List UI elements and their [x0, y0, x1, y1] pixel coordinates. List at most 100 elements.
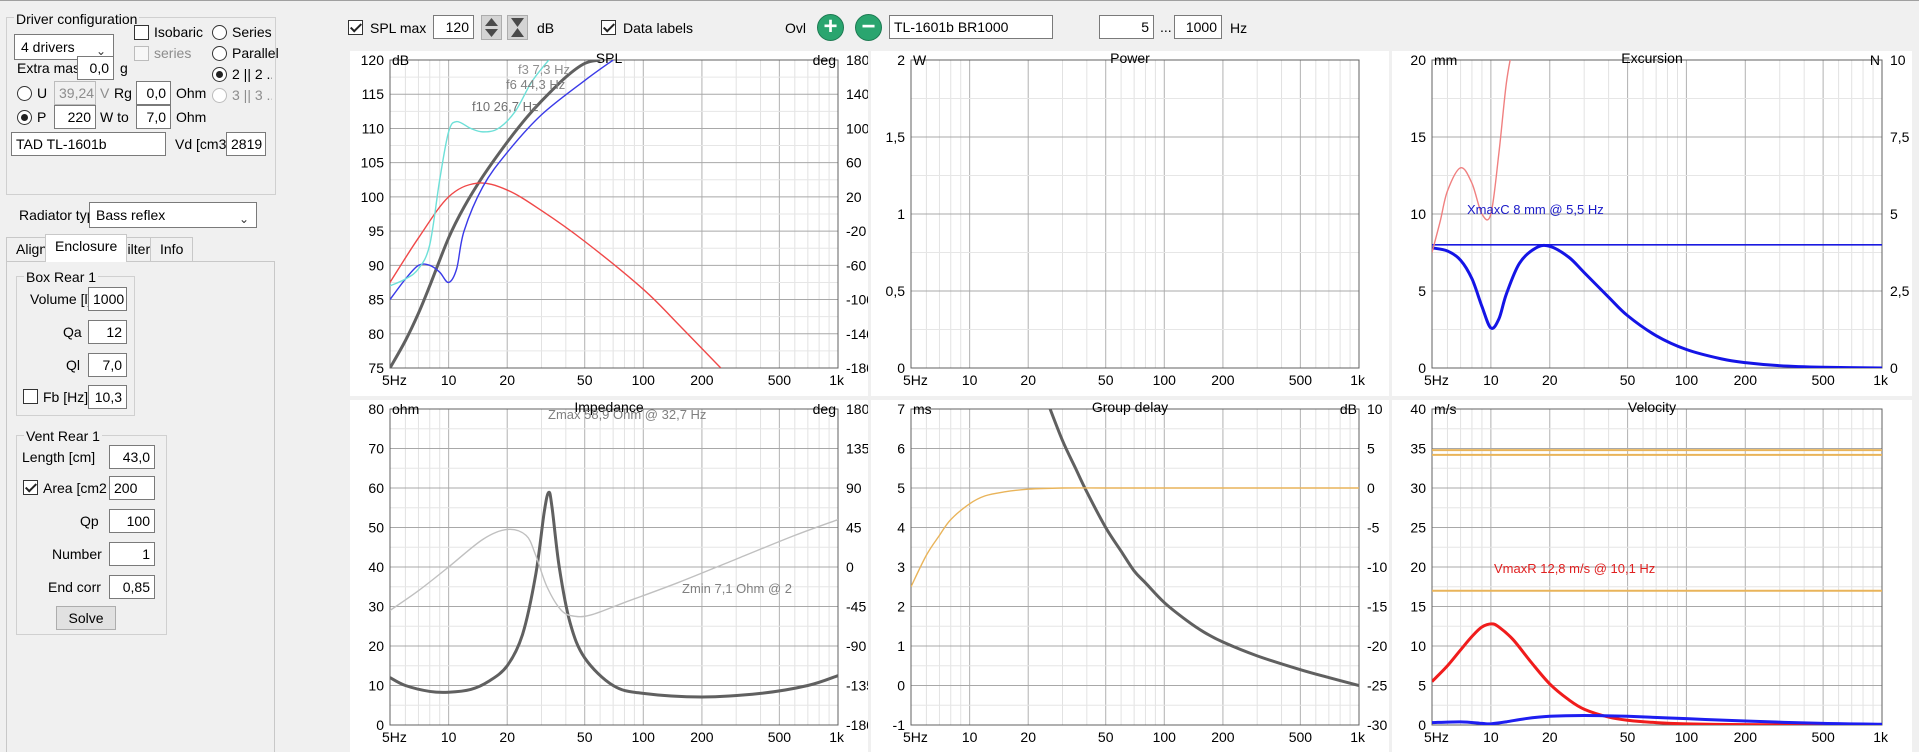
tab-info[interactable]: Info [150, 237, 194, 261]
velocity-x-tick-label: 1k [1873, 729, 1889, 745]
velocity-y-tick-label: 0 [1418, 717, 1426, 733]
impedance-y-unit-label: ohm [392, 401, 419, 417]
solve-button[interactable]: Solve [56, 606, 116, 630]
radiator-type-select[interactable]: Bass reflex ⌄ [89, 202, 257, 228]
impedance-x-tick-label: 10 [441, 729, 457, 745]
number-input[interactable]: 1 [109, 542, 155, 566]
series-small-checkbox[interactable] [134, 46, 149, 61]
group_delay-y-tick-label: 0 [897, 678, 905, 694]
isobaric-checkbox[interactable] [134, 25, 149, 40]
spl-max-checkbox[interactable] [348, 20, 363, 35]
velocity-x-tick-label: 5Hz [1424, 729, 1449, 745]
spl-x-tick-label: 500 [768, 372, 792, 388]
group_delay-x-tick-label: 500 [1289, 729, 1313, 745]
spl-svg: 75 80 85 90 95 100 105 110 115 120 -180 -140 -100 -60… [361, 51, 868, 388]
impedance-x-tick-label: 20 [499, 729, 515, 745]
spl-y2-tick-label: -100 [846, 292, 868, 308]
length-input[interactable]: 43,0 [109, 445, 155, 469]
group_delay-y-unit-label: ms [913, 401, 932, 417]
group_delay-x-tick-label: 10 [962, 729, 978, 745]
spl-spin-button[interactable] [481, 15, 502, 40]
spl-y-tick-label: 85 [368, 292, 384, 308]
excursion-x-tick-label: 200 [1734, 372, 1758, 388]
qp-label: Qp [80, 513, 99, 529]
overlay-name-input[interactable]: TL-1601b BR1000 [889, 15, 1053, 39]
freq-from-input[interactable]: 5 [1099, 15, 1154, 39]
remove-overlay-button[interactable]: − [855, 14, 882, 41]
velocity-y-tick-label: 25 [1410, 520, 1426, 536]
radiator-type-label: Radiator type [19, 207, 103, 223]
extra-mass-input[interactable]: 0,0 [77, 56, 114, 80]
tab-enclosure[interactable]: Enclosure [45, 234, 128, 262]
group_delay-y2-tick-label: 0 [1367, 480, 1375, 496]
velocity-x-tick-label: 10 [1483, 729, 1499, 745]
rg-input[interactable]: 0,0 [136, 81, 171, 105]
impedance-x-tick-label: 500 [768, 729, 792, 745]
driver-name-field[interactable]: TAD TL-1601b [11, 132, 166, 156]
ql-input[interactable]: 7,0 [88, 353, 127, 377]
spl-y-tick-label: 115 [362, 86, 385, 102]
impedance-plot-area [390, 490, 838, 699]
freq-unit: Hz [1230, 20, 1248, 36]
qa-label: Qa [63, 324, 82, 340]
drivers-count-select[interactable]: 4 drivers ⌄ [14, 34, 114, 60]
parallel-label: Parallel [232, 45, 279, 61]
group_delay-y-tick-label: 3 [897, 559, 905, 575]
freq-to-input[interactable]: 1000 [1174, 15, 1222, 39]
spl-y2-tick-label: 100 [846, 120, 868, 136]
velocity-y-tick-label: 10 [1410, 638, 1426, 654]
impedance-series-line-1 [390, 518, 838, 618]
qp-input[interactable]: 100 [109, 509, 155, 533]
qa-input[interactable]: 12 [88, 320, 127, 344]
fb-checkbox[interactable] [23, 389, 38, 404]
spl-max-input[interactable]: 120 [433, 15, 474, 39]
group_delay-x-tick-label: 200 [1211, 729, 1235, 745]
spl-y2-unit-label: deg [813, 52, 836, 68]
chevron-down-icon: ⌄ [238, 212, 249, 226]
power-y-tick-label: 0 [897, 360, 905, 376]
group_delay-y-tick-label: 7 [897, 401, 905, 417]
excursion-y2-tick-label: 0 [1890, 360, 1898, 376]
power-input[interactable]: 220 [54, 105, 96, 129]
impedance-plot-frame [389, 408, 839, 726]
vd-value-field[interactable]: 2819 [226, 132, 266, 156]
voltage-radio[interactable] [17, 86, 32, 101]
velocity-y-unit-label: m/s [1434, 401, 1457, 417]
area-input[interactable]: 200 [109, 476, 155, 500]
end-corr-input[interactable]: 0,85 [109, 575, 155, 599]
excursion-x-tick-label: 50 [1620, 372, 1636, 388]
impedance-y-tick-label: 80 [368, 401, 384, 417]
impedance-y2-tick-label: 135 [846, 441, 868, 457]
fb-input[interactable]: 10,3 [88, 385, 127, 409]
wto-input[interactable]: 7,0 [136, 105, 171, 129]
spl-y-tick-label: 105 [361, 155, 385, 171]
excursion-y2-unit-label: N [1870, 52, 1880, 68]
spl-series-line-2 [390, 60, 614, 300]
parallel-2x2-radio[interactable] [212, 67, 227, 82]
group_delay-y2-tick-label: 5 [1367, 441, 1375, 457]
chart-excursion: 0 5 10 15 20 0 2,5 5 7,5 10 5Hz 10 20 50 100 200 500 1k Ex… [1392, 51, 1912, 396]
excursion-y2-tick-label: 10 [1890, 52, 1906, 68]
parallel-radio[interactable] [212, 46, 227, 61]
power-svg: 0 0,5 1 1,5 2 5Hz 10 20 50 100 200 500 1k Power W [886, 51, 1366, 388]
power-radio[interactable] [17, 110, 32, 125]
data-labels-checkbox[interactable] [601, 20, 616, 35]
wto-unit: Ohm [176, 109, 207, 125]
impedance-svg: 0 10 20 30 40 50 60 70 80 -180 -135 -90 -45 0 45 90 135 1… [368, 400, 868, 745]
spl-max-label: SPL max [370, 20, 427, 36]
impedance-y-tick-label: 70 [368, 441, 384, 457]
voltage-input[interactable]: 39,24 [54, 81, 96, 105]
velocity-x-tick-label: 100 [1675, 729, 1699, 745]
parallel-3x3-radio[interactable] [212, 88, 227, 103]
spl-x-tick-label: 100 [632, 372, 656, 388]
series-radio[interactable] [212, 25, 227, 40]
length-label: Length [cm] [22, 449, 96, 465]
add-overlay-button[interactable]: + [817, 14, 844, 41]
velocity-series-line-0 [1432, 622, 1882, 725]
spl-x-tick-label: 1k [829, 372, 845, 388]
volume-input[interactable]: 1000 [88, 287, 127, 311]
spl-limit-button[interactable] [507, 15, 528, 40]
area-checkbox[interactable] [23, 480, 38, 495]
group_delay-y2-tick-label: -15 [1367, 599, 1387, 615]
